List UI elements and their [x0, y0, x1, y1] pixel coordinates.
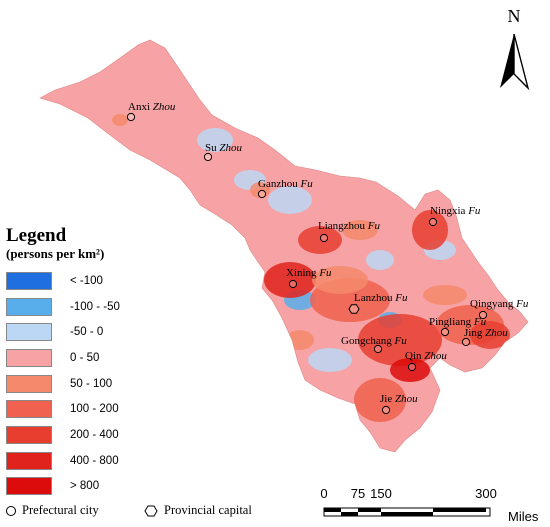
scale-tick-150: 150: [370, 486, 392, 501]
city-label-ganzhou: Ganzhou Fu: [258, 178, 313, 190]
density-patch: [470, 321, 510, 349]
legend-item: < -100: [6, 268, 146, 294]
density-patch: [286, 330, 314, 350]
scale-tick-300: 300: [475, 486, 497, 501]
density-patch: [112, 114, 128, 126]
legend-item: 0 - 50: [6, 345, 146, 371]
city-label-xining: Xining Fu: [286, 267, 332, 279]
prefectural-city-marker: [373, 344, 383, 354]
density-patch: [298, 226, 342, 254]
prefectural-city-marker: [257, 189, 267, 199]
city-label-jingzhou: Jing Zhou: [464, 327, 508, 339]
hexagon-icon: [144, 505, 158, 516]
key-prefectural-label: Prefectural city: [22, 503, 99, 517]
legend-rows: < -100 -100 - -50 -50 - 0 0 - 50 50 - 100 100…: [6, 268, 146, 499]
north-arrow-icon: [500, 33, 530, 91]
scale-bar: 0 75 150 300 Miles: [318, 486, 550, 524]
prefectural-city-marker: [319, 233, 329, 243]
city-label-gongchang: Gongchang Fu: [341, 335, 407, 347]
legend-label: 200 - 400: [70, 428, 119, 441]
prefectural-city-marker: [381, 405, 391, 415]
city-label-qinzhou: Qin Zhou: [405, 350, 447, 362]
prefectural-city-marker: [288, 279, 298, 289]
legend-swatch: [6, 477, 52, 496]
legend-swatch: [6, 323, 52, 342]
legend-title: Legend: [6, 225, 67, 246]
north-arrow: N: [494, 6, 534, 92]
legend-swatch: [6, 400, 52, 419]
density-patch: [264, 262, 316, 298]
legend-swatch: [6, 297, 52, 316]
city-label-liangzhou: Liangzhou Fu: [318, 220, 381, 232]
density-patch: [308, 348, 352, 372]
density-patch: [250, 182, 270, 198]
density-patch: [312, 266, 368, 294]
density-patch: [197, 128, 233, 152]
city-label-anxi: Anxi Zhou: [128, 101, 176, 113]
prefectural-city-marker: [428, 217, 438, 227]
legend-label: < -100: [70, 274, 103, 287]
legend-label: 0 - 50: [70, 351, 100, 364]
legend-swatch: [6, 425, 52, 444]
legend-swatch: [6, 348, 52, 367]
legend-swatch: [6, 374, 52, 393]
circle-icon: [6, 505, 16, 516]
legend-item: > 800: [6, 474, 146, 500]
legend-item: 400 - 800: [6, 448, 146, 474]
legend-item: -100 - -50: [6, 294, 146, 320]
legend-label: -100 - -50: [70, 300, 120, 313]
legend: Legend (persons per km²) < -100 -100 - -5…: [6, 226, 146, 499]
legend-label: > 800: [70, 480, 100, 493]
legend-label: 400 - 800: [70, 454, 119, 467]
city-label-ningxia: Ningxia Fu: [430, 205, 481, 217]
city-label-su: Su Zhou: [205, 142, 242, 154]
legend-label: 100 - 200: [70, 403, 119, 416]
legend-swatch: [6, 271, 52, 290]
key-provincial-label: Provincial capital: [164, 503, 252, 517]
prefectural-city-marker: [440, 327, 450, 337]
north-letter: N: [507, 6, 521, 26]
prefectural-city-marker: [461, 337, 471, 347]
density-patch: [354, 378, 406, 422]
density-patch: [423, 285, 467, 305]
density-patch: [342, 220, 378, 240]
provincial-capital-marker: [348, 304, 360, 314]
prefectural-city-marker: [407, 362, 417, 372]
scale-units: Miles: [508, 509, 539, 524]
density-patch: [366, 250, 394, 270]
scale-tick-0: 0: [320, 486, 328, 501]
prefectural-city-marker: [478, 310, 488, 320]
key-provincial-capital: Provincial capital: [144, 503, 252, 518]
scale-tick-75: 75: [350, 486, 366, 501]
legend-swatch: [6, 451, 52, 470]
scale-bar-graphic: [323, 507, 491, 517]
city-label-pingliang: Pingliang Fu: [429, 316, 487, 328]
legend-subtitle: (persons per km²): [6, 246, 105, 261]
legend-label: 50 - 100: [70, 377, 113, 390]
city-markers: Anxi Zhou Su Zhou Ganzhou Fu Liangzhou Fu Ni…: [126, 101, 529, 415]
key-prefectural-city: Prefectural city: [6, 503, 99, 518]
legend-item: 200 - 400: [6, 422, 146, 448]
density-patch: [358, 314, 442, 366]
density-patch: [268, 186, 312, 214]
city-label-lanzhou: Lanzhou Fu: [354, 292, 408, 304]
prefectural-city-marker: [126, 112, 136, 122]
legend-item: -50 - 0: [6, 319, 146, 345]
city-label-jiezhou: Jie Zhou: [380, 393, 418, 405]
density-patch: [412, 210, 448, 250]
legend-label: -50 - 0: [70, 326, 104, 339]
prefectural-city-marker: [203, 152, 213, 162]
legend-item: 50 - 100: [6, 371, 146, 397]
city-label-qingyang: Qingyang Fu: [470, 298, 529, 310]
legend-item: 100 - 200: [6, 396, 146, 422]
